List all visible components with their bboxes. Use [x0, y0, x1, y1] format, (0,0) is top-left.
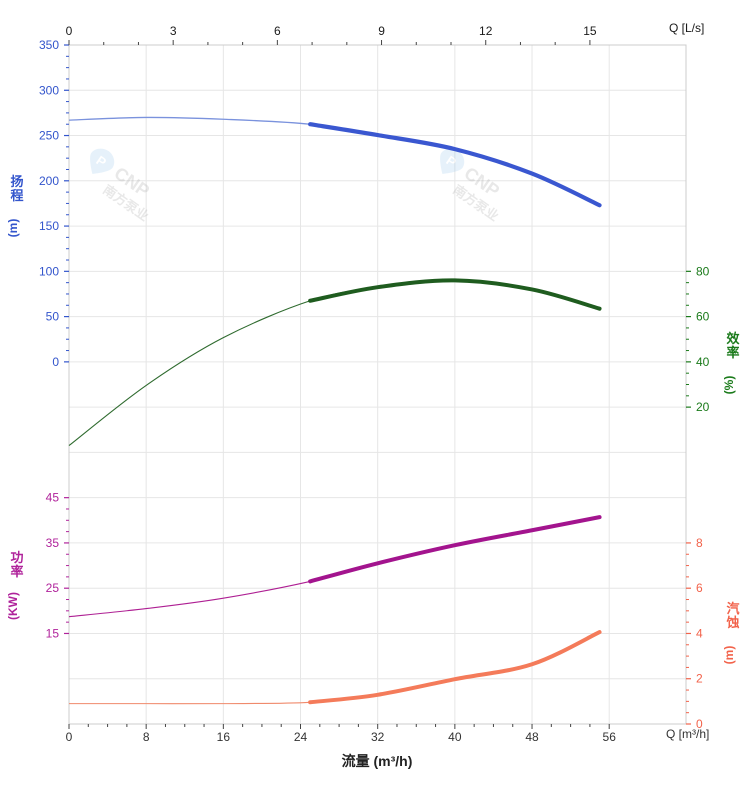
svg-text:40: 40 [696, 355, 710, 369]
svg-text:250: 250 [39, 129, 59, 143]
svg-text:25: 25 [46, 581, 60, 595]
svg-text:350: 350 [39, 38, 59, 52]
svg-text:Q [L/s]: Q [L/s] [669, 21, 704, 35]
svg-text:6: 6 [696, 581, 703, 595]
svg-text:8: 8 [143, 730, 150, 744]
svg-text:56: 56 [603, 730, 617, 744]
svg-text:48: 48 [525, 730, 539, 744]
svg-text:60: 60 [696, 310, 710, 324]
svg-text:0: 0 [52, 355, 59, 369]
svg-text:20: 20 [696, 400, 710, 414]
svg-text:0: 0 [66, 24, 73, 38]
svg-text:50: 50 [46, 310, 60, 324]
svg-text:(%): (%) [722, 376, 736, 395]
svg-text:0: 0 [66, 730, 73, 744]
svg-text:(KW): (KW) [6, 592, 20, 620]
svg-text:150: 150 [39, 219, 59, 233]
svg-text:(m): (m) [722, 646, 736, 665]
svg-text:8: 8 [696, 536, 703, 550]
svg-text:15: 15 [583, 24, 597, 38]
svg-text:6: 6 [274, 24, 281, 38]
svg-text:200: 200 [39, 174, 59, 188]
svg-text:2: 2 [696, 672, 703, 686]
svg-text:(m): (m) [6, 219, 20, 238]
svg-text:效: 效 [726, 331, 740, 346]
svg-text:80: 80 [696, 264, 710, 278]
svg-text:扬: 扬 [10, 174, 23, 189]
svg-text:24: 24 [294, 730, 308, 744]
svg-text:100: 100 [39, 264, 59, 278]
svg-text:功: 功 [10, 550, 23, 565]
svg-text:流量 (m³/h): 流量 (m³/h) [342, 753, 413, 769]
svg-text:率: 率 [726, 345, 739, 360]
svg-text:35: 35 [46, 536, 60, 550]
svg-text:3: 3 [170, 24, 177, 38]
svg-text:Q [m³/h]: Q [m³/h] [666, 727, 709, 741]
svg-text:45: 45 [46, 491, 60, 505]
svg-text:300: 300 [39, 83, 59, 97]
svg-text:40: 40 [448, 730, 462, 744]
svg-text:15: 15 [46, 626, 60, 640]
svg-text:12: 12 [479, 24, 493, 38]
svg-text:4: 4 [696, 626, 703, 640]
svg-text:率: 率 [10, 564, 23, 579]
svg-text:9: 9 [378, 24, 385, 38]
svg-text:程: 程 [10, 188, 23, 203]
svg-text:32: 32 [371, 730, 385, 744]
svg-text:汽: 汽 [726, 601, 739, 616]
svg-text:蚀: 蚀 [725, 615, 739, 630]
svg-text:16: 16 [217, 730, 231, 744]
